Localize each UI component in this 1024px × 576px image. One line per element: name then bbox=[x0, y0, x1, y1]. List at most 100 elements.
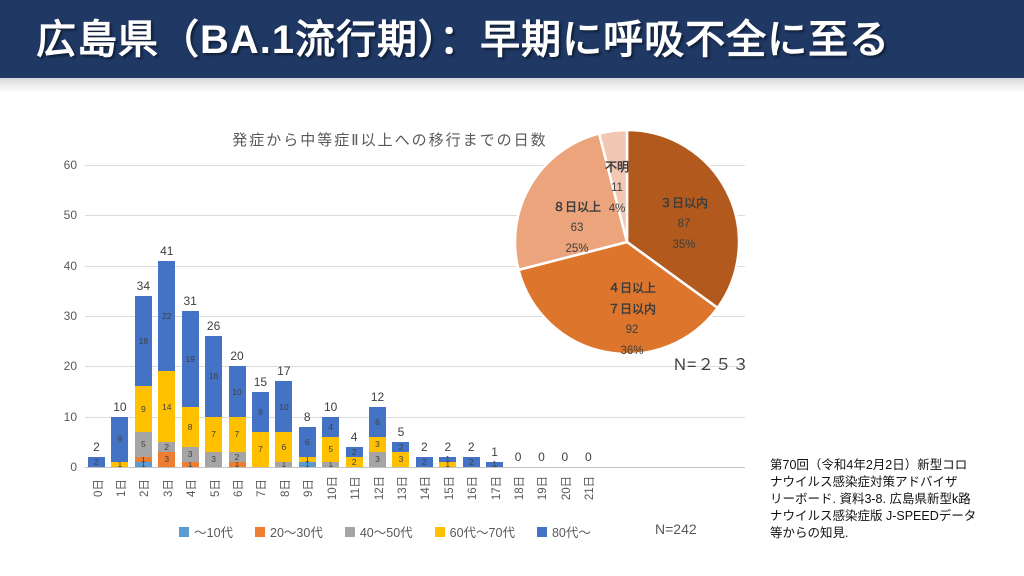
legend-label: ～10代 bbox=[194, 526, 234, 540]
x-axis-tick-label: 19日 bbox=[537, 475, 550, 501]
bar-segment-label: 1 bbox=[492, 459, 497, 470]
bar-segment-label: 18 bbox=[138, 336, 149, 347]
legend-label: 60代～70代 bbox=[449, 526, 515, 540]
x-axis-tick-label: 2日 bbox=[139, 479, 152, 497]
pie-slice bbox=[513, 132, 629, 272]
bar-segment-label: 14 bbox=[162, 401, 172, 412]
x-axis-tick-label: 21日 bbox=[584, 475, 597, 501]
bar-total-label: 10 bbox=[113, 399, 127, 414]
bar-segment bbox=[88, 456, 105, 467]
bar-segment bbox=[205, 336, 223, 417]
bar-segment bbox=[415, 456, 433, 467]
bar-segment-label: 8 bbox=[258, 406, 263, 417]
bar-segment bbox=[134, 295, 152, 387]
bar-segment bbox=[392, 441, 410, 452]
x-axis-tick-label: 10日 bbox=[326, 475, 339, 501]
pie-slice-percent: 36% bbox=[620, 345, 644, 357]
bar-total-label: 1 bbox=[491, 444, 498, 459]
gridline bbox=[85, 316, 745, 317]
bar-segment bbox=[158, 451, 176, 467]
x-axis-tick-label: 4日 bbox=[186, 479, 199, 497]
bar-total-label: 20 bbox=[230, 349, 244, 364]
x-axis-tick-label: 6日 bbox=[233, 479, 246, 497]
bar-segment-label: 19 bbox=[185, 353, 195, 364]
header-shadow bbox=[0, 78, 1024, 92]
gridline bbox=[85, 265, 745, 267]
bar-total-label: 2 bbox=[444, 439, 452, 454]
bar-total-label: 2 bbox=[467, 439, 475, 454]
bar-segment-label: 1 bbox=[140, 459, 146, 470]
x-axis-tick-label: 0日 bbox=[92, 479, 105, 497]
bar-segment bbox=[369, 451, 387, 467]
x-axis-tick-label: 14日 bbox=[420, 475, 433, 501]
legend-swatch-icon bbox=[255, 526, 266, 537]
bar-total-label: 31 bbox=[183, 293, 197, 308]
bar-segment bbox=[392, 451, 410, 467]
bar-segment bbox=[298, 461, 316, 467]
x-axis-tick-label: 15日 bbox=[443, 475, 456, 501]
bar-total-label: 2 bbox=[421, 439, 428, 454]
bar-segment bbox=[251, 391, 269, 432]
bar-segment-label: 1 bbox=[304, 459, 310, 470]
bar-segment bbox=[369, 436, 387, 452]
bar-total-label: 5 bbox=[397, 424, 405, 439]
bar-segment bbox=[181, 310, 199, 407]
x-axis-tick-label: 1日 bbox=[115, 479, 128, 497]
bar-segment bbox=[111, 416, 129, 462]
bar-segment bbox=[205, 451, 223, 467]
bar-segment-label: 5 bbox=[140, 439, 146, 450]
bar-segment bbox=[322, 416, 340, 437]
bar-segment-label: 1 bbox=[140, 454, 146, 465]
y-axis-tick-label: 20 bbox=[63, 359, 77, 374]
bar-segment bbox=[228, 451, 246, 462]
bar-segment-label: 2 bbox=[422, 456, 427, 467]
pie-slice-name: ８日以上 bbox=[552, 199, 601, 214]
x-axis-tick-label: 9日 bbox=[303, 479, 316, 497]
bar-segment-label: 8 bbox=[187, 421, 193, 432]
bar-segment bbox=[134, 386, 152, 432]
pie-slice bbox=[625, 128, 741, 310]
legend-swatch-icon bbox=[434, 526, 445, 537]
pie-slice-name: ３日以内 bbox=[659, 195, 708, 210]
bar-chart-title: 発症から中等症Ⅱ以上への移行までの日数 bbox=[232, 132, 548, 149]
bar-total-label: 2 bbox=[93, 439, 100, 454]
bar-total-label: 4 bbox=[350, 429, 358, 444]
pie-slice-percent: 35% bbox=[672, 238, 696, 251]
bar-total-label: 0 bbox=[514, 450, 522, 464]
gridline bbox=[85, 366, 745, 368]
bar-segment bbox=[345, 446, 363, 457]
gridline bbox=[85, 165, 745, 166]
x-axis-tick-label: 12日 bbox=[373, 475, 386, 501]
pie-slice-label: ４日以上 ７日以内 92 36% bbox=[577, 278, 687, 362]
bar-segment-label: 3 bbox=[211, 454, 216, 465]
pie-slice-name: ４日以上 bbox=[607, 281, 656, 295]
y-axis-tick-label: 30 bbox=[63, 309, 77, 323]
bar-segment-label: 1 bbox=[328, 459, 334, 470]
legend-label: 40～50代 bbox=[359, 526, 413, 540]
bar-segment bbox=[251, 431, 269, 467]
x-axis-tick-label: 13日 bbox=[396, 475, 409, 501]
bar-total-label: 41 bbox=[160, 243, 174, 258]
legend-item: 40～50代 bbox=[344, 522, 413, 541]
bar-segment-label: 9 bbox=[140, 404, 146, 415]
bar-segment bbox=[134, 431, 152, 457]
bar-segment bbox=[158, 371, 176, 442]
bar-segment-label: 2 bbox=[398, 441, 404, 452]
legend-item: 20～30代 bbox=[255, 522, 323, 541]
bar-segment bbox=[275, 461, 293, 467]
bar-segment bbox=[181, 461, 199, 467]
x-axis-tick-label: 7日 bbox=[256, 479, 269, 497]
bar-segment-label: 7 bbox=[211, 429, 216, 440]
bar-chart-n-label: N=242 bbox=[655, 521, 697, 537]
bar-segment-label: 22 bbox=[162, 311, 172, 321]
bar-segment bbox=[486, 461, 504, 467]
bar-segment-label: 2 bbox=[468, 456, 474, 467]
pie-chart-n-label: N=２５３ bbox=[673, 356, 750, 374]
pie-slice-label: 不明 11 4% bbox=[562, 157, 672, 220]
bar-segment bbox=[181, 446, 199, 462]
bar-segment-label: 5 bbox=[328, 444, 334, 455]
y-axis-tick-label: 40 bbox=[63, 258, 77, 273]
bar-segment-label: 2 bbox=[351, 456, 357, 467]
pie-slice-value: 63 bbox=[570, 221, 584, 234]
